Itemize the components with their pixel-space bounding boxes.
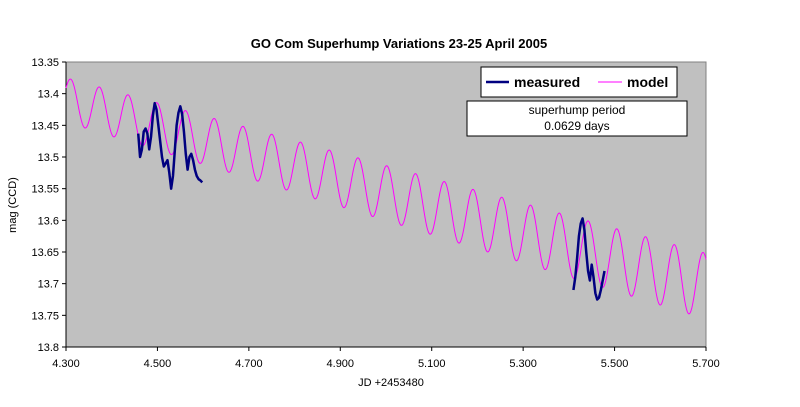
y-tick-label: 13.8: [38, 342, 59, 354]
x-tick-label: 5.100: [418, 358, 446, 370]
x-tick-label: 5.700: [692, 358, 720, 370]
y-tick-label: 13.7: [38, 279, 59, 291]
y-tick-label: 13.35: [31, 57, 59, 69]
y-tick-label: 13.65: [31, 247, 59, 259]
y-tick-label: 13.6: [38, 215, 59, 227]
x-tick-label: 5.300: [509, 358, 537, 370]
y-tick-label: 13.4: [38, 89, 59, 101]
y-tick-label: 13.55: [31, 184, 59, 196]
x-tick-label: 4.300: [52, 358, 80, 370]
y-axis-ticks: 13.35 13.4 13.45 13.5 13.55 13.6 13.65 13.7 13.7…: [31, 57, 66, 354]
legend: measured model: [480, 66, 678, 98]
legend-box: [480, 66, 678, 98]
series-line-measured-segment-2: [572, 217, 606, 301]
annotation-box: [466, 100, 688, 137]
annotation-line-1: superhump period: [529, 103, 626, 117]
series-line-model: [65, 78, 707, 315]
y-tick-label: 13.75: [31, 310, 59, 322]
x-axis-ticks: 4.300 4.500 4.700 4.900 5.100 5.300 5.500 5.700: [52, 347, 720, 370]
legend-label-measured: measured: [514, 74, 580, 90]
chart-title: GO Com Superhump Variations 23-25 April …: [251, 36, 547, 51]
annotation-line-2: 0.0629 days: [544, 119, 609, 133]
legend-label-model: model: [627, 74, 668, 90]
x-tick-label: 5.500: [601, 358, 629, 370]
y-axis-label: mag (CCD): [7, 177, 19, 233]
x-tick-label: 4.700: [235, 358, 263, 370]
x-axis-label: JD +2453480: [358, 377, 424, 389]
series-layer: [65, 78, 707, 315]
series-line-measured-segment-1: [136, 101, 204, 190]
x-tick-label: 4.900: [327, 358, 355, 370]
y-tick-label: 13.45: [31, 120, 59, 132]
period-annotation: superhump period 0.0629 days: [466, 100, 688, 137]
x-tick-label: 4.500: [144, 358, 172, 370]
y-tick-label: 13.5: [38, 152, 59, 164]
